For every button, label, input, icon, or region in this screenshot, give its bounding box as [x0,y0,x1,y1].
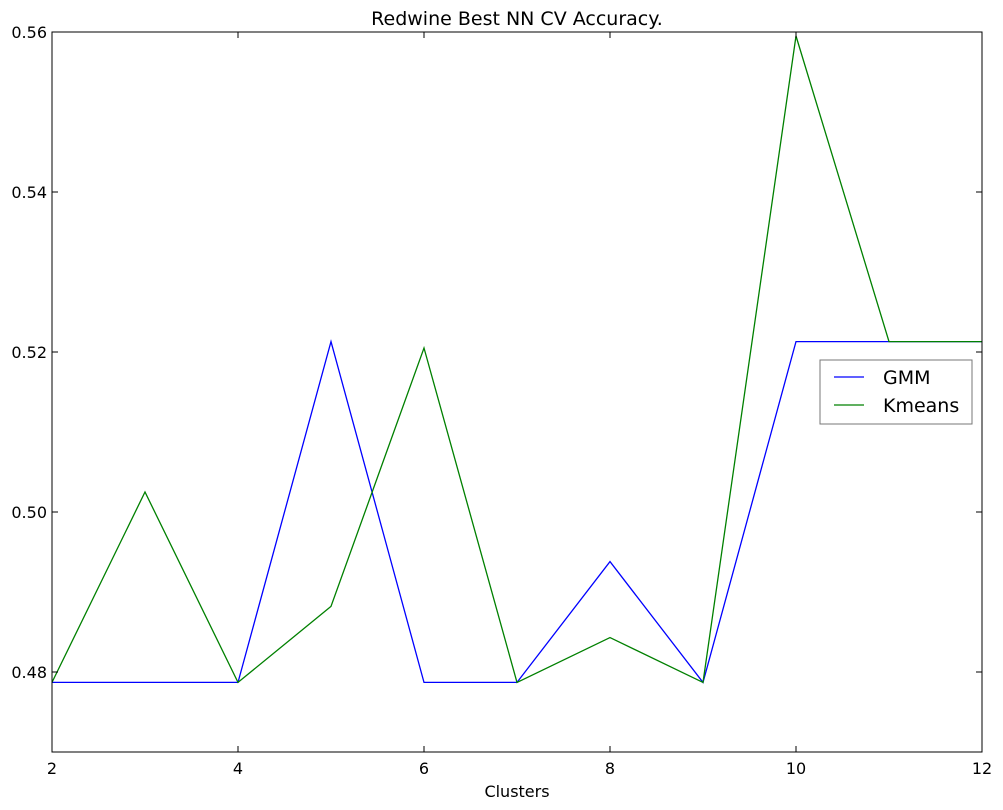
series-line-kmeans [51,35,982,684]
x-tick-label: 6 [419,759,429,778]
legend-label: GMM [883,367,931,389]
y-tick-label: 0.54 [11,183,47,202]
legend: GMM Kmeans [819,359,973,425]
legend-label: Kmeans [883,395,959,417]
x-tick-label: 12 [972,759,992,778]
y-tick-label: 0.52 [11,343,47,362]
x-tick-label: 8 [605,759,615,778]
y-tick-label: 0.56 [11,23,47,42]
x-axis-title: Clusters [484,782,549,801]
y-tick-label: 0.50 [11,503,47,522]
plot-lines [51,35,982,684]
chart-title: Redwine Best NN CV Accuracy. [371,8,663,30]
x-axis: 2 4 6 8 10 12 [47,32,992,778]
legend-box [819,359,973,425]
y-tick-label: 0.48 [11,663,47,682]
x-tick-label: 4 [233,759,243,778]
x-tick-label: 10 [786,759,806,778]
y-axis: 0.48 0.50 0.52 0.54 0.56 [11,23,982,682]
x-tick-label: 2 [47,759,57,778]
plot-frame [51,31,983,753]
